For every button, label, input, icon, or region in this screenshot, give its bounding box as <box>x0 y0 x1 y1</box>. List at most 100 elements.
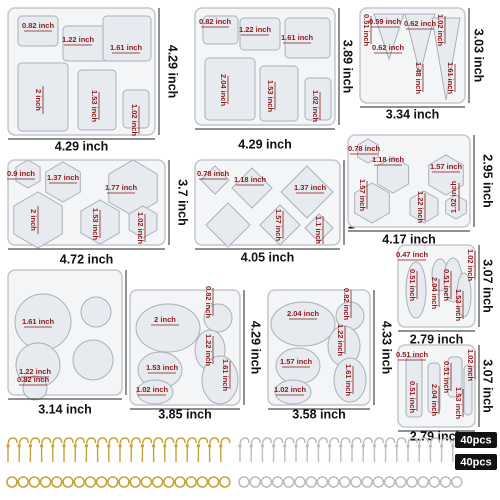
height-label: 4.29 inch <box>166 45 180 99</box>
height-label: 3.03 inch <box>472 29 486 83</box>
cavity <box>231 167 273 209</box>
height-label: 3.7 inch <box>176 179 190 226</box>
dimension-label: 0.82 inch <box>342 288 351 321</box>
dimension-label: 1.61 inch <box>344 364 353 397</box>
jump-ring <box>196 476 209 488</box>
ear-hook <box>284 437 295 462</box>
mold: 2.04 inch 0.82 inch 1.22 inch 1.57 inch 1.61… <box>267 288 371 406</box>
dimension-label: 1.22 inch <box>19 367 52 376</box>
hook-bead <box>428 444 432 448</box>
cavity <box>304 213 334 243</box>
jump-ring <box>185 476 197 488</box>
hook-bead <box>208 444 212 448</box>
jump-ring <box>174 476 186 488</box>
ear-hook <box>239 437 250 462</box>
dimension-label: 0.62 inch <box>404 19 437 28</box>
quantity-badge <box>455 432 497 448</box>
dimension-label: 0.78 inch <box>197 169 230 178</box>
hook-bead <box>406 444 410 448</box>
height-label: 4.29 inch <box>249 321 263 375</box>
ear-hook <box>29 437 41 462</box>
ear-hook <box>418 437 429 462</box>
hook-bead <box>185 444 189 448</box>
dimension-label: 0.62 inch <box>372 43 405 52</box>
dimension-label: 1.22 inch <box>204 334 213 367</box>
jump-ring <box>271 476 284 488</box>
width-label: 3.34 inch <box>386 107 440 121</box>
cavity <box>409 190 439 224</box>
hook-bead <box>6 444 10 448</box>
dimension-label: 1.02 inch <box>436 14 445 47</box>
ear-hook <box>96 437 108 462</box>
ear-hook <box>175 437 186 462</box>
dimension-label: 1.18 inch <box>234 175 267 184</box>
ear-hook <box>108 437 119 462</box>
cavity <box>357 138 379 164</box>
dimension-label: 1.1 inch <box>314 216 323 244</box>
hook-bead <box>328 444 332 448</box>
dimension-label: 1.22 inch <box>336 324 345 357</box>
dimension-label: 1.22 inch <box>416 191 425 224</box>
dimension-label: 1.61 inch <box>110 43 143 52</box>
cavity <box>80 296 112 328</box>
hook-bead <box>395 444 399 448</box>
dimension-label: 0.47 inch <box>396 250 429 259</box>
ear-hook <box>152 437 164 462</box>
jump-ring <box>338 476 351 488</box>
jump-ring <box>151 476 164 488</box>
jump-ring <box>350 476 362 488</box>
ear-hook <box>306 437 317 462</box>
dimension-label: 2.04 inch <box>287 309 320 318</box>
hook-bead <box>350 444 354 448</box>
hook-bead <box>316 444 320 448</box>
mold: 0.82 inch 1.22 inch 1.61 inch 2.04 inch 1.53… <box>194 7 336 126</box>
jump-ring <box>17 476 30 488</box>
width-label: 3.85 inch <box>158 407 212 421</box>
ear-hook <box>272 437 284 462</box>
dimension-label: 0.82 inch <box>204 286 213 319</box>
cavity <box>445 194 467 220</box>
dimension-label: 1.61 inch <box>22 317 55 326</box>
cavity <box>205 202 251 248</box>
jump-ring <box>249 476 261 488</box>
dimension-label: 0.82 inch <box>22 21 55 30</box>
dimension-label: 1.53 inch <box>90 90 99 123</box>
jump-ring <box>361 476 374 488</box>
cavity <box>427 362 441 414</box>
cavity <box>428 154 464 196</box>
cavity <box>200 165 230 195</box>
ear-hook <box>396 437 407 462</box>
cavity <box>373 13 405 61</box>
ear-hook <box>328 437 340 462</box>
jump-ring <box>84 476 97 488</box>
jump-ring <box>439 476 452 488</box>
ear-hook <box>407 437 418 462</box>
jump-ring <box>6 476 18 488</box>
width-label: 4.72 inch <box>60 252 114 266</box>
jump-ring <box>28 476 41 488</box>
jump-ring <box>95 476 108 488</box>
jump-ring <box>450 476 463 488</box>
jump-ring <box>383 476 396 488</box>
dimension-label: 1.02 inch <box>311 90 320 123</box>
ear-hook <box>295 437 306 462</box>
jump-ring <box>294 476 306 488</box>
jump-ring <box>62 476 74 488</box>
ear-hook <box>63 437 74 462</box>
jump-ring <box>417 476 430 488</box>
hook-bead <box>84 444 88 448</box>
dimension-label: 1.53 inch <box>91 208 100 241</box>
cavity <box>203 303 233 333</box>
jump-ring <box>372 476 385 488</box>
hook-bead <box>107 444 111 448</box>
cavity <box>274 379 312 405</box>
cavity <box>135 303 201 353</box>
cavity <box>202 15 239 45</box>
dimension-label: 1.61 inch <box>281 33 314 42</box>
ear-hook <box>384 437 396 462</box>
dimension-label: 1.02 inch <box>466 249 475 282</box>
